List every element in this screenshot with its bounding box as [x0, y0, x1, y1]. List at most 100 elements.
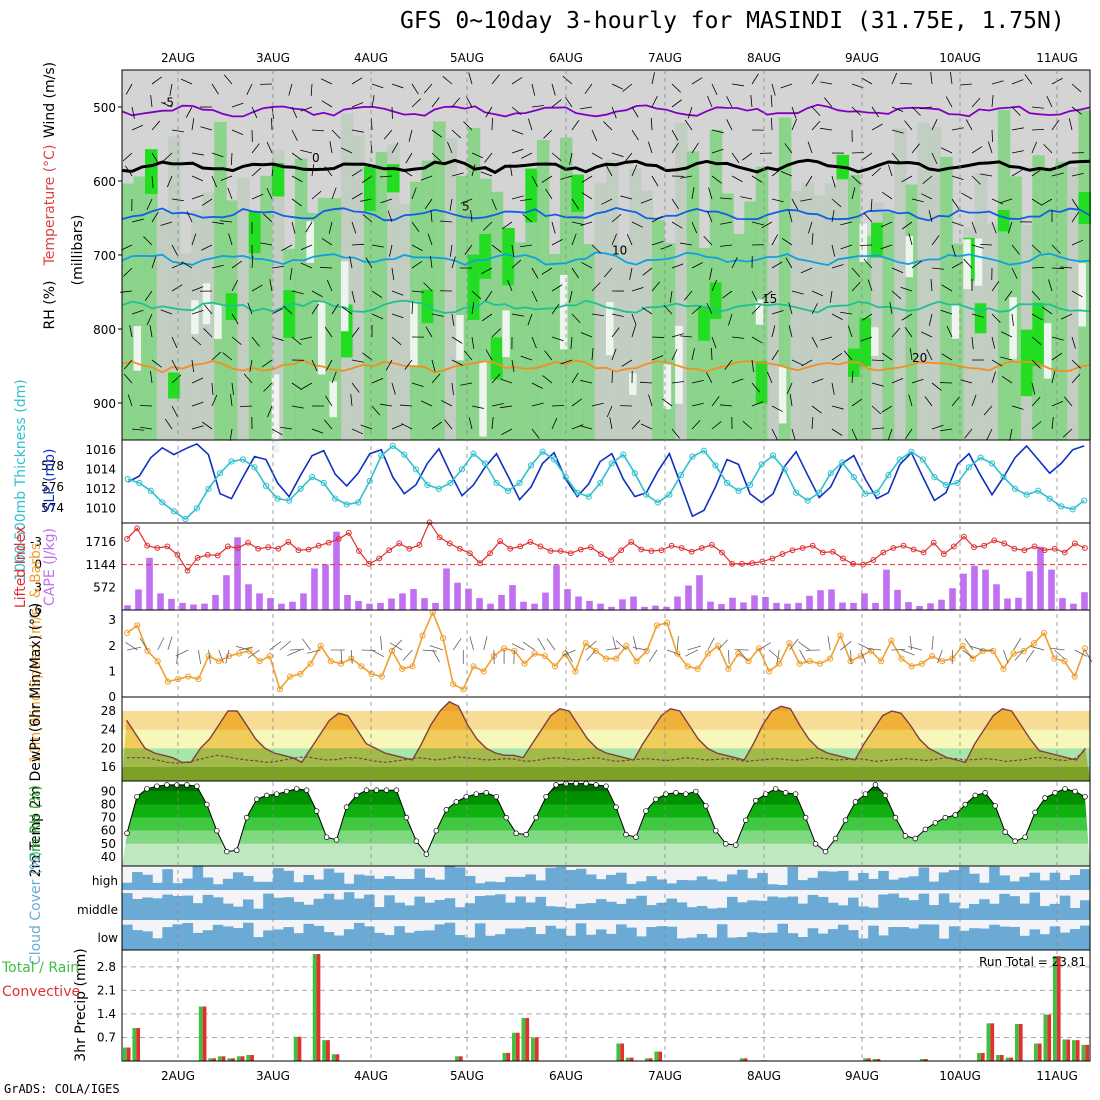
wind-barb — [261, 359, 273, 368]
rh-streak — [824, 183, 838, 441]
wind-barb — [601, 198, 613, 205]
cape-bar — [498, 594, 505, 610]
cloud-bar — [464, 903, 476, 920]
rh-streak — [640, 190, 654, 440]
wind-barb — [706, 302, 713, 315]
cloud-bar — [908, 876, 920, 890]
wind-barb — [451, 359, 463, 366]
wind-barb — [471, 290, 482, 300]
lifted-index-point — [436, 534, 443, 541]
wind-barb — [631, 129, 639, 141]
wind-barb — [1071, 106, 1082, 115]
cloud-bar — [727, 937, 738, 950]
wind-barb — [431, 359, 436, 372]
wind-barb — [411, 244, 423, 252]
cloud-bar — [263, 881, 274, 890]
cape-bar — [806, 595, 813, 610]
wind-barb — [571, 233, 577, 246]
wind-barb — [631, 419, 641, 430]
wind-barb — [411, 221, 420, 232]
rh-point — [493, 793, 499, 800]
wind-barb — [971, 244, 984, 249]
wind-barb — [771, 428, 778, 440]
isotherm-label: 0 — [312, 151, 320, 165]
wind-barb — [611, 348, 617, 361]
isotherm-label: 20 — [912, 351, 927, 365]
wind-barb — [551, 336, 564, 342]
surface-barb — [1013, 637, 1022, 651]
wind-barb — [979, 243, 993, 246]
precip-conv-bar — [743, 1058, 748, 1061]
wind-barb — [150, 371, 153, 384]
wind-barb — [867, 279, 873, 292]
precip-conv-bar — [1075, 1040, 1080, 1061]
wind-barb — [569, 290, 573, 303]
precip-total-bar — [293, 1036, 298, 1061]
cloud-bar — [1029, 892, 1041, 920]
wind-barb — [904, 326, 913, 338]
wind-barb — [171, 405, 178, 417]
cape-bar — [531, 603, 538, 610]
date-label-top: 5AUG — [450, 51, 484, 65]
wind-barb — [351, 290, 356, 303]
wind-barb — [362, 352, 373, 361]
wind-barb — [831, 352, 843, 361]
wind-barb — [351, 243, 365, 246]
cloud-bar — [928, 881, 940, 890]
lifted-index-point — [719, 549, 725, 556]
surface-barb — [909, 636, 913, 651]
wind-barb — [391, 290, 404, 296]
lifted-index-point — [779, 551, 786, 557]
wind-barb — [771, 198, 784, 203]
surface-barb — [684, 649, 698, 657]
surface-barb — [867, 648, 882, 651]
rh-point — [243, 814, 250, 821]
rh-dry — [778, 366, 787, 424]
wind-speed-point — [123, 629, 131, 637]
cloud-bar — [1059, 880, 1071, 890]
wind-barb — [691, 348, 695, 361]
wind-barb — [881, 405, 893, 413]
wind-barb — [641, 307, 653, 315]
cloud-bar — [969, 904, 980, 920]
wind-speed-point — [694, 665, 701, 672]
wind-barb — [909, 348, 913, 361]
cape-bar — [740, 602, 747, 610]
panel-frame — [121, 609, 1091, 698]
cloud-bar — [908, 928, 920, 950]
precip-total-bar — [654, 1051, 659, 1061]
wind-barb — [831, 382, 835, 395]
precip-total-bar — [455, 1056, 459, 1061]
rh-streak — [790, 191, 803, 440]
wind-speed-point — [236, 650, 243, 657]
cloud-bar — [394, 926, 405, 950]
rh-peak — [698, 306, 711, 341]
rh-peak — [997, 209, 1011, 232]
cloud-bar — [565, 869, 577, 890]
wind-barb — [811, 233, 814, 246]
cloud-bar — [424, 877, 436, 890]
cloud-bar — [384, 895, 395, 920]
cloud-bar — [787, 896, 799, 920]
thickness-point — [965, 464, 973, 471]
thickness-point — [839, 459, 846, 466]
wind-barb — [311, 164, 315, 177]
wind-barb — [871, 106, 879, 118]
rh-point — [892, 814, 899, 821]
rh-streak — [156, 210, 170, 440]
wind-barb — [211, 382, 214, 395]
wind-barb — [331, 129, 341, 139]
cloud-bar — [374, 932, 385, 950]
wind-barb — [449, 198, 453, 211]
wind-barb — [1031, 198, 1043, 206]
cloud-bar — [243, 875, 254, 890]
wind-barb — [784, 143, 793, 154]
wind-barb — [651, 96, 658, 108]
wind-barb — [791, 359, 804, 366]
wind-barb — [280, 426, 293, 430]
cloud-bar — [827, 902, 839, 920]
wind-barb — [491, 328, 501, 338]
wind-barb — [581, 192, 593, 200]
wind-barb — [311, 428, 324, 434]
wind-barb — [930, 279, 933, 292]
